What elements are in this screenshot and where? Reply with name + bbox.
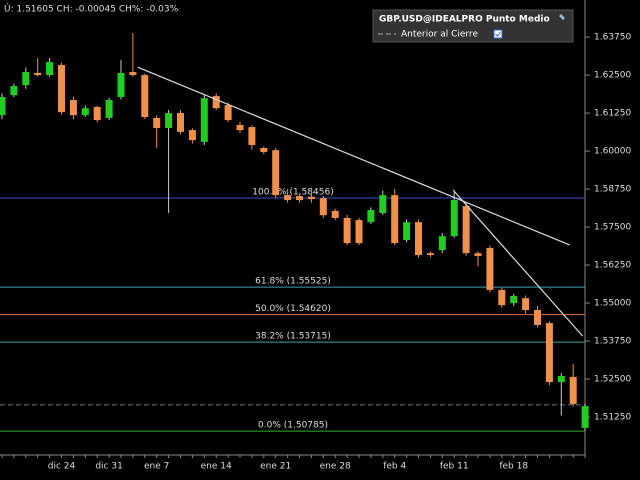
candle-body xyxy=(426,253,434,256)
candle-body xyxy=(129,72,137,76)
candle-body xyxy=(141,75,149,118)
y-tick-label: 1.60000 xyxy=(594,147,631,157)
candle-body xyxy=(93,106,101,121)
trendline xyxy=(452,189,584,337)
candle-body xyxy=(486,248,494,290)
candle-body xyxy=(236,124,244,131)
candle-body xyxy=(450,199,458,237)
candle-body xyxy=(462,206,470,254)
candle-body xyxy=(498,289,506,306)
settings-icon[interactable] xyxy=(559,14,565,20)
status-header: Ú: 1.51605 CH: -0.00045 CH%: -0.03% xyxy=(4,3,179,15)
y-tick-label: 1.58750 xyxy=(594,185,631,195)
x-tick-label: ene 7 xyxy=(144,462,169,472)
candle-body xyxy=(296,196,303,200)
candle-body xyxy=(10,86,18,96)
y-tick-label: 1.57500 xyxy=(594,223,631,233)
candle-body xyxy=(284,195,292,200)
candle-body xyxy=(391,195,399,244)
candle-body xyxy=(534,310,541,325)
candle-body xyxy=(177,113,184,132)
candle-body xyxy=(474,253,482,256)
candle-body xyxy=(272,150,280,196)
y-tick-label: 1.63750 xyxy=(594,33,631,43)
candle-body xyxy=(581,406,589,428)
candle-body xyxy=(58,65,65,113)
x-tick-label: dic 31 xyxy=(95,462,122,472)
trendline xyxy=(137,66,570,246)
candle-body xyxy=(22,72,30,86)
candle-body xyxy=(34,72,42,76)
y-tick-label: 1.51250 xyxy=(594,413,631,423)
x-tick-label: feb 4 xyxy=(383,462,406,472)
candle-body xyxy=(403,222,411,241)
candle-body xyxy=(319,198,327,216)
y-tick-label: 1.53750 xyxy=(594,337,631,347)
candle-body xyxy=(260,148,268,152)
candle-body xyxy=(248,127,256,145)
legend-checkbox[interactable] xyxy=(493,29,503,39)
legend-item: Anterior al Cierre xyxy=(401,30,478,40)
candle-body xyxy=(307,196,315,200)
y-tick-label: 1.52500 xyxy=(594,375,631,385)
fib-label: 38.2% (1.53715) xyxy=(255,332,331,342)
y-tick-label: 1.55000 xyxy=(594,299,631,309)
candle-body xyxy=(81,108,89,116)
check-mark xyxy=(495,31,501,37)
candle-body xyxy=(105,99,113,118)
x-tick-label: feb 11 xyxy=(440,462,469,472)
candle-body xyxy=(46,62,54,76)
candle-body xyxy=(522,298,530,311)
x-tick-label: feb 18 xyxy=(499,462,528,472)
x-tick-label: dic 24 xyxy=(48,462,76,472)
legend-box xyxy=(372,9,574,43)
candle-body xyxy=(438,236,446,251)
candle-body xyxy=(510,296,518,304)
x-tick-label: ene 28 xyxy=(320,462,351,472)
candle-body xyxy=(200,98,208,142)
candle-body xyxy=(355,220,363,244)
legend-title: GBP.USD@IDEALPRO Punto Medio xyxy=(379,15,550,25)
candle-body xyxy=(153,117,161,128)
candle-body xyxy=(188,130,196,141)
candle-body xyxy=(117,72,125,97)
candle-body xyxy=(367,210,375,223)
y-tick-label: 1.61250 xyxy=(594,109,631,119)
candle-body xyxy=(557,375,565,383)
candle-body xyxy=(0,96,6,116)
y-tick-label: 1.56250 xyxy=(594,261,631,271)
x-tick-label: ene 14 xyxy=(201,462,232,472)
candle-body xyxy=(212,96,220,109)
candle-body xyxy=(415,222,422,256)
candle-body xyxy=(569,376,577,404)
candle-body xyxy=(343,217,351,244)
fib-label: 50.0% (1.54620) xyxy=(255,304,331,314)
candle-body xyxy=(331,210,339,218)
candle-body xyxy=(69,99,77,116)
x-tick-label: ene 21 xyxy=(260,462,291,472)
fib-label: 100.0% (1.58456) xyxy=(252,187,333,197)
y-tick-label: 1.62500 xyxy=(594,71,631,81)
candle-body xyxy=(165,113,173,128)
candle-body xyxy=(379,195,387,214)
candle-body xyxy=(545,323,553,383)
candle-body xyxy=(224,105,232,121)
fib-label: 61.8% (1.55525) xyxy=(255,277,331,287)
fib-label: 0.0% (1.50785) xyxy=(258,421,328,431)
